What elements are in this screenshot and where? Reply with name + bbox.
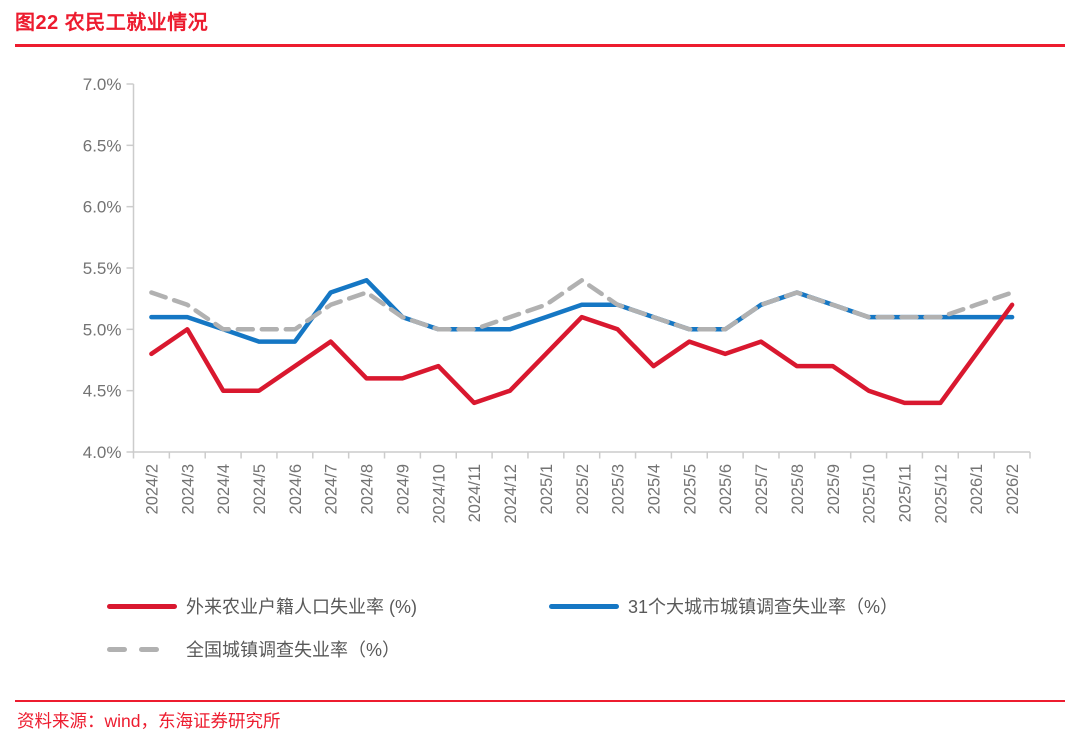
legend-item-2: 全国城镇调查失业率（%） <box>107 638 400 660</box>
legend-line-swatch <box>107 603 177 609</box>
title-divider <box>15 44 1065 47</box>
legend-item-1: 31个大城市城镇调查失业率（%） <box>549 595 898 617</box>
x-axis-tick-label: 2025/6 <box>717 464 735 514</box>
x-axis-tick-label: 2025/8 <box>789 464 807 514</box>
legend-item-0: 外来农业户籍人口失业率 (%) <box>107 595 417 617</box>
legend-label: 31个大城市城镇调查失业率（%） <box>628 597 899 617</box>
x-axis-tick-label: 2025/9 <box>825 464 843 514</box>
x-axis-tick-label: 2024/7 <box>323 464 341 514</box>
x-axis-tick-label: 2024/9 <box>394 464 412 514</box>
x-axis-tick-label: 2024/10 <box>430 464 448 524</box>
x-axis-tick-label: 2024/6 <box>287 464 305 514</box>
x-axis-tick-label: 2024/2 <box>143 464 161 514</box>
legend-dash-segment <box>107 646 127 652</box>
y-axis-tick-label: 5.0% <box>83 320 122 339</box>
legend-dash-segment <box>139 646 159 652</box>
y-axis-tick-label: 6.5% <box>83 136 122 155</box>
x-axis-tick-label: 2025/7 <box>753 464 771 514</box>
legend-label: 全国城镇调查失业率（%） <box>186 640 401 660</box>
x-axis-tick-label: 2024/4 <box>215 464 233 514</box>
x-axis-tick-label: 2024/12 <box>502 464 520 524</box>
x-axis-tick-label: 2024/5 <box>251 464 269 514</box>
legend-label: 外来农业户籍人口失业率 (%) <box>186 597 417 617</box>
y-axis-tick-label: 5.5% <box>83 259 122 278</box>
x-axis-tick-label: 2025/4 <box>645 464 663 514</box>
x-axis-tick-label: 2025/11 <box>896 464 914 522</box>
legend-dashed-line-swatch <box>107 646 177 652</box>
footer-divider <box>15 700 1065 702</box>
x-axis-tick-label: 2025/5 <box>681 464 699 514</box>
series-line-0 <box>149 302 1015 406</box>
y-axis-tick-label: 6.0% <box>83 198 122 217</box>
x-axis-tick-label: 2024/8 <box>359 464 377 514</box>
x-axis-tick-label: 2025/2 <box>574 464 592 514</box>
series-line-1 <box>149 278 1015 344</box>
x-axis-tick-label: 2025/12 <box>932 464 950 524</box>
x-axis-tick-label: 2025/10 <box>861 464 879 524</box>
x-axis-tick-label: 2024/11 <box>466 464 484 522</box>
x-axis-tick-label: 2026/2 <box>1004 464 1022 514</box>
x-axis-tick-label: 2024/3 <box>179 464 197 514</box>
y-axis-tick-label: 4.0% <box>83 443 122 462</box>
x-axis-tick-label: 2026/1 <box>968 464 986 514</box>
y-axis-tick-label: 7.0% <box>83 75 122 94</box>
figure-title: 图22 农民工就业情况 <box>15 12 209 34</box>
x-axis-tick-label: 2025/1 <box>538 464 556 514</box>
legend-line-swatch <box>549 603 619 609</box>
source-note: 资料来源：wind，东海证券研究所 <box>17 711 281 731</box>
y-axis-tick-label: 4.5% <box>83 382 122 401</box>
x-axis-tick-label: 2025/3 <box>610 464 628 514</box>
series-line-2 <box>149 278 1015 332</box>
